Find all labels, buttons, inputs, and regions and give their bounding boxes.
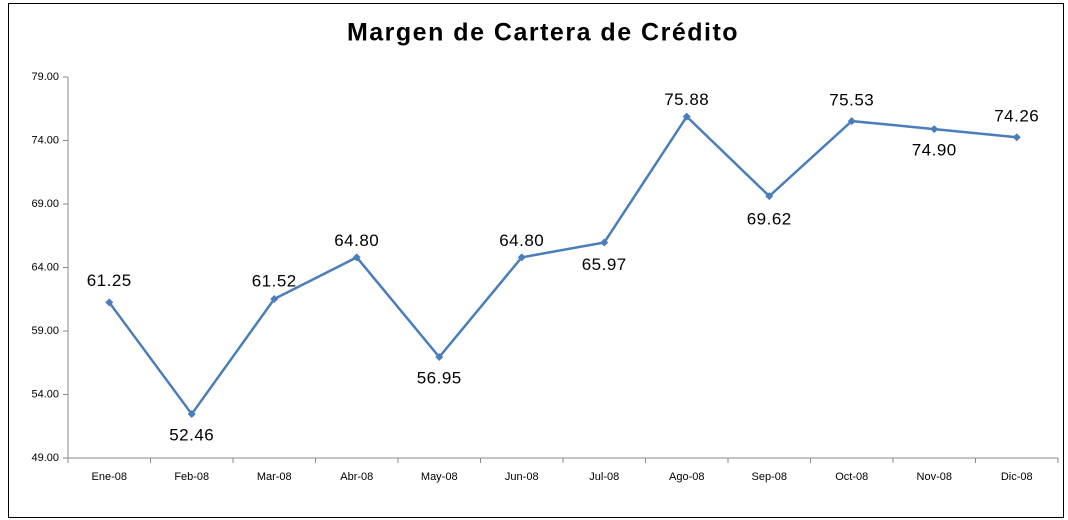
data-label: 74.90 (912, 141, 957, 160)
data-label: 56.95 (417, 369, 462, 388)
marker (600, 238, 609, 247)
y-tick-label: 49.00 (31, 452, 59, 464)
data-label: 64.80 (334, 231, 379, 250)
data-label: 75.53 (829, 91, 874, 110)
x-tick-label: Oct-08 (835, 471, 868, 483)
marker (930, 125, 939, 134)
x-tick-label: Nov-08 (917, 471, 952, 483)
y-tick-label: 64.00 (31, 261, 59, 273)
x-tick-label: Ene-08 (92, 471, 127, 483)
y-tick-label: 54.00 (31, 388, 59, 400)
marker (187, 410, 196, 419)
data-label: 75.88 (664, 90, 709, 109)
x-tick-label: Mar-08 (257, 471, 292, 483)
marker (1012, 133, 1021, 142)
y-tick-label: 79.00 (31, 71, 59, 83)
data-label: 74.26 (994, 107, 1039, 126)
data-label: 65.97 (582, 255, 627, 274)
marker (682, 112, 691, 121)
chart-border (8, 3, 1064, 518)
data-label: 69.62 (747, 210, 792, 229)
x-tick-label: Sep-08 (752, 471, 787, 483)
marker (847, 117, 856, 126)
data-label: 52.46 (169, 426, 214, 445)
x-tick-label: Abr-08 (340, 471, 373, 483)
marker (435, 353, 444, 362)
x-tick-label: Feb-08 (174, 471, 209, 483)
chart-title: Margen de Cartera de Crédito (347, 19, 739, 47)
data-label: 61.25 (87, 271, 132, 290)
y-tick-label: 69.00 (31, 198, 59, 210)
x-tick-label: May-08 (421, 471, 458, 483)
data-label: 64.80 (499, 231, 544, 250)
y-tick-label: 74.00 (31, 134, 59, 146)
data-label: 61.52 (252, 271, 297, 290)
x-tick-label: Jul-08 (589, 471, 619, 483)
x-tick-label: Jun-08 (505, 471, 539, 483)
line (108, 114, 1017, 417)
y-tick-label: 59.00 (31, 325, 59, 337)
marker (270, 294, 279, 303)
marker (105, 298, 114, 307)
marker (517, 253, 526, 262)
x-tick-label: Dic-08 (1001, 471, 1033, 483)
marker (352, 253, 361, 262)
marker (765, 192, 774, 201)
x-tick-label: Ago-08 (669, 471, 704, 483)
